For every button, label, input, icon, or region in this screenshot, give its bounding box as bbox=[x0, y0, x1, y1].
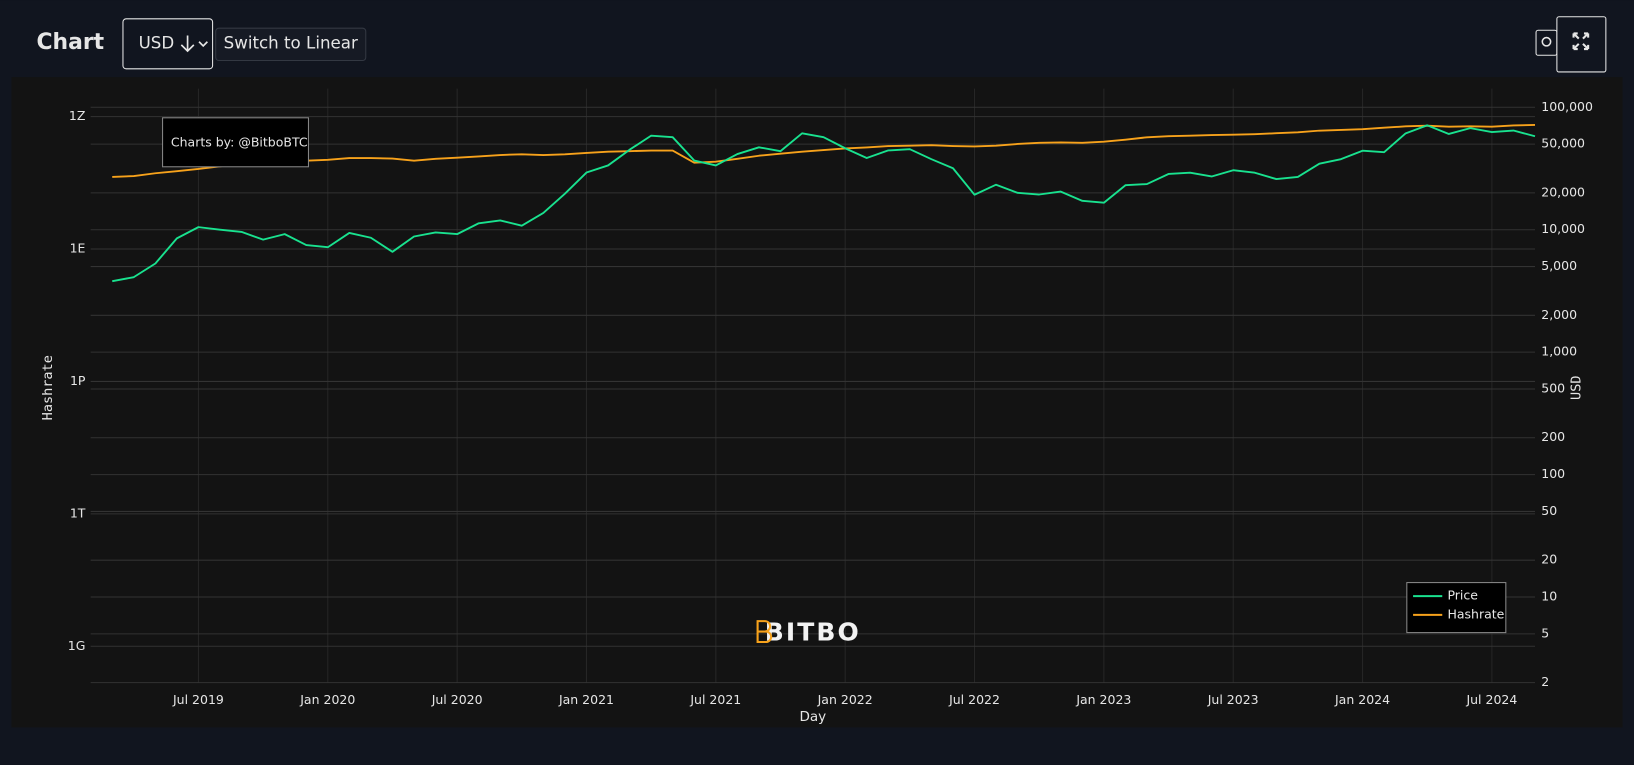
y2-tick-label: 50,000 bbox=[1541, 136, 1585, 151]
y-tick-label: 1G bbox=[68, 638, 86, 653]
x-tick-label: Jul 2021 bbox=[689, 692, 741, 707]
x-axis-title: Day bbox=[799, 709, 826, 725]
y2-tick-label: 2,000 bbox=[1541, 307, 1577, 322]
legend: Price Hashrate bbox=[1406, 582, 1507, 634]
y2-tick-label: 100,000 bbox=[1541, 99, 1593, 114]
chart-panel bbox=[11, 77, 1623, 728]
legend-label: Price bbox=[1447, 588, 1478, 603]
annotation: Charts by: @BitboBTC bbox=[171, 134, 308, 149]
y2-tick-label: 10 bbox=[1541, 589, 1557, 604]
currency-select[interactable] bbox=[122, 18, 214, 70]
sort-icon bbox=[180, 35, 208, 53]
y2-tick-label: 2 bbox=[1541, 674, 1549, 689]
header-title: Chart bbox=[36, 30, 104, 55]
x-tick-label: Jan 2024 bbox=[1334, 692, 1390, 707]
camera-lens bbox=[1541, 36, 1552, 47]
y2-tick-label: 200 bbox=[1541, 429, 1565, 444]
scale-button-label: Switch to Linear bbox=[224, 33, 358, 52]
y-tick-label: 1T bbox=[70, 505, 86, 520]
x-tick-label: Jul 2019 bbox=[172, 692, 224, 707]
x-tick-label: Jan 2023 bbox=[1075, 692, 1131, 707]
fullscreen-icon bbox=[1572, 32, 1590, 51]
y2-tick-label: 10,000 bbox=[1541, 221, 1585, 236]
y-axis-title: Hashrate bbox=[40, 355, 56, 420]
y-tick-label: 1P bbox=[70, 373, 86, 388]
legend-label: Hashrate bbox=[1447, 606, 1504, 621]
y2-tick-label: 20 bbox=[1541, 552, 1557, 567]
grid: Jul 2019 Jan 2020 Jul 2020 Jan 2021 Jul 2021… bbox=[68, 88, 1593, 707]
y2-tick-label: 100 bbox=[1541, 466, 1565, 481]
x-tick-label: Jul 2022 bbox=[948, 692, 1000, 707]
series-line bbox=[112, 124, 1536, 283]
y2-tick-label: 500 bbox=[1541, 381, 1565, 396]
y2-tick-label: 20,000 bbox=[1541, 184, 1585, 199]
x-tick-label: Jan 2022 bbox=[817, 692, 873, 707]
watermark-logo bbox=[756, 620, 773, 644]
y2-axis-title: USD bbox=[1569, 375, 1585, 399]
y2-tick-label: 50 bbox=[1541, 503, 1557, 518]
fullscreen-button[interactable] bbox=[1556, 16, 1607, 73]
currency-label: USD bbox=[139, 33, 175, 52]
x-tick-label: Jul 2024 bbox=[1465, 692, 1517, 707]
series-line bbox=[112, 123, 1536, 178]
watermark: BITBO bbox=[765, 618, 861, 647]
x-tick-label: Jan 2021 bbox=[558, 692, 614, 707]
y-tick-label: 1E bbox=[70, 241, 86, 256]
scale-button[interactable] bbox=[215, 27, 367, 62]
y2-tick-label: 5 bbox=[1541, 625, 1549, 640]
x-tick-label: Jan 2020 bbox=[299, 692, 355, 707]
x-tick-label: Jul 2020 bbox=[431, 692, 483, 707]
plot bbox=[112, 123, 1536, 283]
y-tick-label: 1Z bbox=[69, 108, 86, 123]
y2-tick-label: 1,000 bbox=[1541, 344, 1577, 359]
y2-tick-label: 5,000 bbox=[1541, 258, 1577, 273]
legend-box bbox=[1406, 582, 1507, 634]
annotation-box bbox=[162, 117, 309, 168]
x-tick-label: Jul 2023 bbox=[1207, 692, 1259, 707]
